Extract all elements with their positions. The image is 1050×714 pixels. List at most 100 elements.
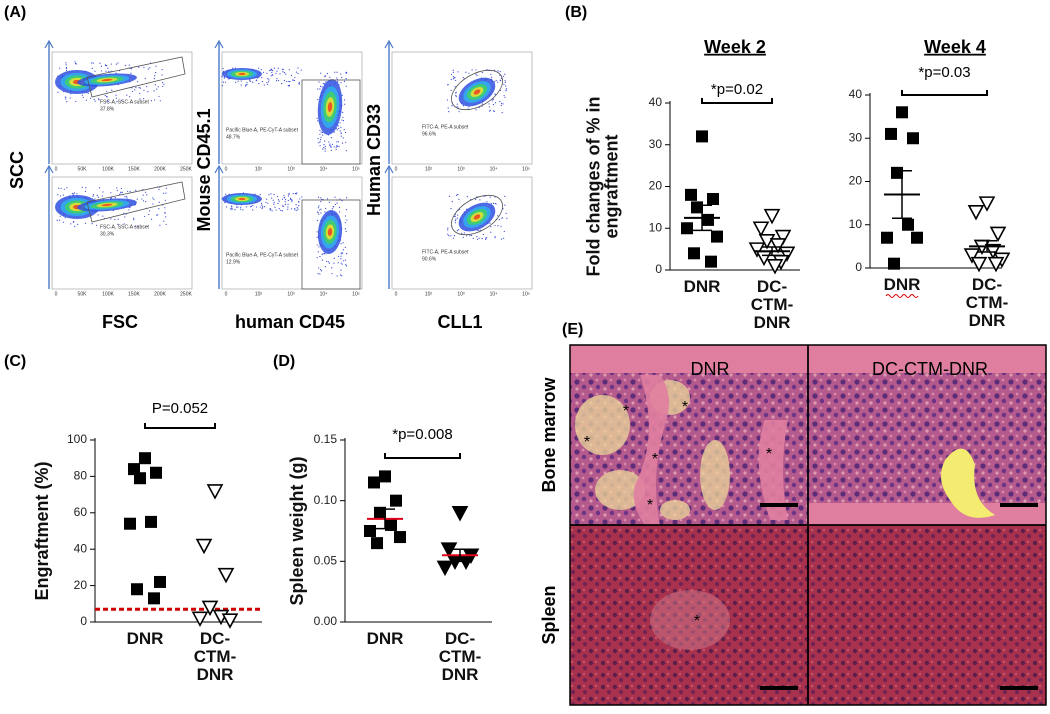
micrograph xyxy=(808,345,1046,525)
event-dot xyxy=(286,80,288,83)
micrograph xyxy=(808,525,1046,705)
event-dot xyxy=(91,67,93,69)
x-tick-label: DNR xyxy=(684,278,721,295)
event-dot xyxy=(319,273,321,275)
data-point xyxy=(891,166,903,179)
flow-x-tick: 150K xyxy=(128,291,140,297)
event-dot xyxy=(223,77,225,79)
event-dot xyxy=(475,73,477,75)
event-dot xyxy=(340,126,342,128)
event-dot xyxy=(345,150,347,152)
event-dot xyxy=(154,75,156,77)
event-dot xyxy=(115,97,117,99)
event-dot xyxy=(294,208,296,210)
event-dot xyxy=(338,127,340,130)
data-point xyxy=(888,257,900,270)
y-tick-label: 0 xyxy=(80,614,87,628)
y-tick-label: 100 xyxy=(67,432,87,446)
event-dot xyxy=(130,68,133,70)
data-point xyxy=(379,470,391,483)
event-dot xyxy=(502,103,504,105)
event-dot xyxy=(322,148,324,150)
event-dot xyxy=(65,98,67,100)
event-dot xyxy=(89,97,92,99)
event-dot xyxy=(317,273,319,275)
event-dot xyxy=(346,72,348,74)
data-point xyxy=(896,106,908,119)
panel-label: (B) xyxy=(565,4,587,21)
event-dot xyxy=(114,218,116,221)
event-dot xyxy=(345,85,347,87)
event-dot xyxy=(288,80,290,83)
asterisk: * xyxy=(647,497,653,514)
event-dot xyxy=(284,203,287,205)
spellcheck-underline xyxy=(885,294,919,298)
event-dot xyxy=(495,79,497,82)
event-dot xyxy=(150,218,153,220)
event-dot xyxy=(458,111,460,113)
event-dot xyxy=(448,111,450,113)
data-point xyxy=(963,248,981,264)
event-dot xyxy=(59,67,61,69)
flow-x-tick: 0 xyxy=(225,166,228,172)
event-dot xyxy=(250,205,253,207)
event-dot xyxy=(104,64,107,67)
event-dot xyxy=(451,201,453,203)
event-dot xyxy=(340,258,342,260)
event-dot xyxy=(281,83,283,85)
event-dot xyxy=(147,68,149,70)
event-dot xyxy=(288,69,290,71)
asterisk: * xyxy=(694,613,700,630)
event-dot xyxy=(320,72,322,74)
event-dot xyxy=(261,206,264,208)
event-dot xyxy=(332,205,334,208)
event-dot xyxy=(116,100,118,103)
event-dot xyxy=(153,90,155,92)
event-dot xyxy=(342,120,345,122)
event-dot xyxy=(116,187,118,189)
event-dot xyxy=(123,223,125,225)
event-dot xyxy=(503,83,505,85)
event-dot xyxy=(266,82,268,84)
event-dot xyxy=(272,74,274,76)
data-point xyxy=(131,583,143,596)
column-label: DNR xyxy=(691,359,730,379)
event-dot xyxy=(290,208,293,210)
event-dot xyxy=(497,225,499,227)
event-dot xyxy=(142,188,144,191)
event-dot xyxy=(324,75,326,77)
event-dot xyxy=(318,81,320,83)
event-dot xyxy=(341,94,343,96)
event-dot xyxy=(237,206,239,208)
event-dot xyxy=(275,80,278,82)
data-point xyxy=(217,567,235,584)
event-dot xyxy=(497,70,499,72)
x-tick-label: DNR xyxy=(126,630,164,648)
data-point xyxy=(390,494,402,507)
event-dot xyxy=(320,208,322,210)
flow-x-tick: 0 xyxy=(395,166,398,172)
event-dot xyxy=(74,225,76,228)
event-dot xyxy=(339,130,341,132)
event-dot xyxy=(499,80,501,82)
asterisk: * xyxy=(584,434,590,451)
event-dot xyxy=(501,111,503,114)
event-dot xyxy=(66,101,68,103)
asterisk: * xyxy=(766,446,772,463)
event-dot xyxy=(468,106,470,108)
event-dot xyxy=(345,141,347,143)
axis-arrow-head xyxy=(44,164,54,174)
event-dot xyxy=(107,67,109,69)
fat-patch xyxy=(700,440,730,510)
event-dot xyxy=(344,215,347,217)
event-dot xyxy=(231,208,233,211)
data-point xyxy=(221,613,239,629)
event-dot xyxy=(340,73,342,75)
event-dot xyxy=(134,225,136,228)
axis-arrow-head xyxy=(384,39,394,49)
event-dot xyxy=(94,100,96,102)
event-dot xyxy=(344,228,346,230)
event-dot xyxy=(270,208,272,211)
event-dot xyxy=(102,191,104,193)
event-dot xyxy=(280,209,282,212)
